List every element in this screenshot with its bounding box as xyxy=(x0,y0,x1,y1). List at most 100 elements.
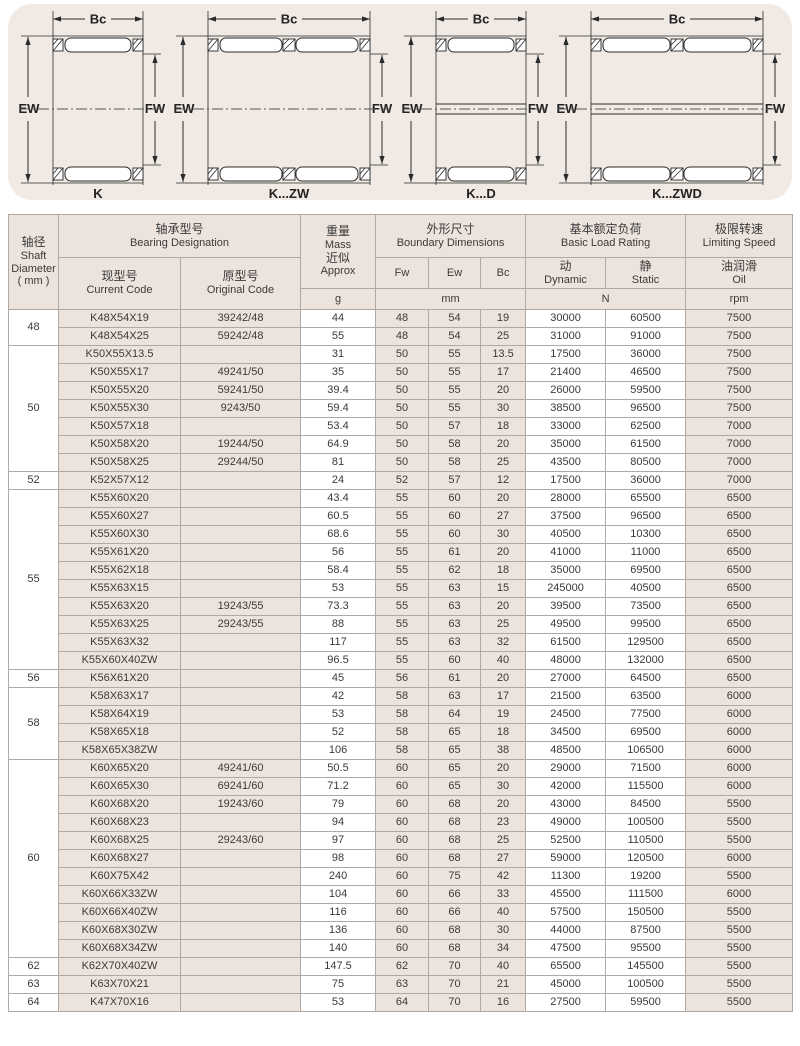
ew-cell: 54 xyxy=(428,309,482,328)
static-load-cell: 69500 xyxy=(605,723,687,742)
limiting-speed-cell: 5500 xyxy=(685,867,794,886)
bc-cell: 16 xyxy=(480,993,527,1012)
mass-cell: 97 xyxy=(300,831,377,850)
mass-cell: 58.4 xyxy=(300,561,377,580)
limiting-speed-cell: 6000 xyxy=(685,687,794,706)
static-load-cell: 91000 xyxy=(605,327,687,346)
table-row: K58X64X19 53 58 64 19 24500 77500 6000 xyxy=(9,705,794,724)
bc-cell: 20 xyxy=(480,381,527,400)
fw-cell: 60 xyxy=(375,831,430,850)
dynamic-load-cell: 57500 xyxy=(525,903,607,922)
dynamic-load-cell: 17500 xyxy=(525,345,607,364)
bc-cell: 20 xyxy=(480,543,527,562)
shaft-diameter-cell: 50 xyxy=(8,345,59,472)
header-mass: 重量 Mass 近似 Approx xyxy=(300,214,377,289)
bc-cell: 38 xyxy=(480,741,527,760)
dynamic-load-cell: 35000 xyxy=(525,561,607,580)
static-load-cell: 19200 xyxy=(605,867,687,886)
table-row: K60X75X42 240 60 75 42 11300 19200 5500 xyxy=(9,867,794,886)
dynamic-load-cell: 49000 xyxy=(525,813,607,832)
static-load-cell: 106500 xyxy=(605,741,687,760)
bc-cell: 23 xyxy=(480,813,527,832)
fw-cell: 50 xyxy=(375,435,430,454)
static-load-cell: 95500 xyxy=(605,939,687,958)
mass-cell: 59.4 xyxy=(300,399,377,418)
static-load-cell: 150500 xyxy=(605,903,687,922)
fw-cell: 50 xyxy=(375,381,430,400)
static-load-cell: 59500 xyxy=(605,993,687,1012)
table-row: K50X58X25 29244/50 81 50 58 25 43500 80500 7000 xyxy=(9,453,794,472)
mass-cell: 39.4 xyxy=(300,381,377,400)
dynamic-load-cell: 39500 xyxy=(525,597,607,616)
limiting-speed-cell: 6500 xyxy=(685,597,794,616)
dynamic-load-cell: 33000 xyxy=(525,417,607,436)
table-row: K55X63X32 117 55 63 32 61500 129500 6500 xyxy=(9,633,794,652)
static-load-cell: 61500 xyxy=(605,435,687,454)
limiting-speed-cell: 5500 xyxy=(685,939,794,958)
table-row: K55X62X18 58.4 55 62 18 35000 69500 6500 xyxy=(9,561,794,580)
original-code-cell xyxy=(179,525,302,544)
header-fw: Fw xyxy=(375,257,430,289)
bc-cell: 17 xyxy=(480,363,527,382)
fw-cell: 60 xyxy=(375,921,430,940)
shaft-diameter-cell: 62 xyxy=(8,957,59,976)
bc-cell: 30 xyxy=(480,525,527,544)
original-code-cell: 69241/60 xyxy=(179,777,302,796)
fw-cell: 64 xyxy=(375,993,430,1012)
bc-cell: 30 xyxy=(480,399,527,418)
ew-cell: 55 xyxy=(428,399,482,418)
current-code-cell: K60X66X40ZW xyxy=(58,903,181,922)
limiting-speed-cell: 6000 xyxy=(685,885,794,904)
bc-cell: 25 xyxy=(480,831,527,850)
bearing-type-label: K...ZW xyxy=(269,186,310,201)
original-code-cell xyxy=(179,561,302,580)
mass-cell: 53 xyxy=(300,993,377,1012)
ew-cell: 58 xyxy=(428,435,482,454)
table-row: K55X60X30 68.6 55 60 30 40500 10300 6500 xyxy=(9,525,794,544)
table-row: K60X66X33ZW 104 60 66 33 45500 111500 6000 xyxy=(9,885,794,904)
ew-cell: 61 xyxy=(428,543,482,562)
table-row: K50X55X20 59241/50 39.4 50 55 20 26000 59500 750… xyxy=(9,381,794,400)
current-code-cell: K60X68X34ZW xyxy=(58,939,181,958)
ew-cell: 68 xyxy=(428,939,482,958)
dynamic-load-cell: 49500 xyxy=(525,615,607,634)
dynamic-load-cell: 29000 xyxy=(525,759,607,778)
limiting-speed-cell: 5500 xyxy=(685,921,794,940)
limiting-speed-cell: 7500 xyxy=(685,381,794,400)
table-row: 56 K56X61X20 45 56 61 20 27000 64500 6500 xyxy=(8,669,794,688)
original-code-cell: 29243/55 xyxy=(179,615,302,634)
original-code-cell xyxy=(179,849,302,868)
ew-cell: 65 xyxy=(428,777,482,796)
header-static: 静 Static xyxy=(605,257,687,289)
current-code-cell: K60X66X33ZW xyxy=(58,885,181,904)
original-code-cell xyxy=(179,993,302,1012)
ew-cell: 57 xyxy=(428,471,482,490)
dynamic-load-cell: 35000 xyxy=(525,435,607,454)
ew-cell: 63 xyxy=(428,579,482,598)
static-load-cell: 100500 xyxy=(605,975,687,994)
bc-cell: 25 xyxy=(480,615,527,634)
current-code-cell: K50X58X25 xyxy=(58,453,181,472)
header-shaft-diameter: 轴径 Shaft Diameter ( mm ) xyxy=(8,214,59,310)
limiting-speed-cell: 6500 xyxy=(685,669,794,688)
static-load-cell: 99500 xyxy=(605,615,687,634)
current-code-cell: K55X60X20 xyxy=(58,489,181,508)
ew-cell: 55 xyxy=(428,345,482,364)
bc-cell: 18 xyxy=(480,561,527,580)
bc-label: Bc xyxy=(89,12,106,27)
current-code-cell: K55X60X30 xyxy=(58,525,181,544)
ew-cell: 57 xyxy=(428,417,482,436)
limiting-speed-cell: 6000 xyxy=(685,759,794,778)
ew-cell: 54 xyxy=(428,327,482,346)
current-code-cell: K60X68X30ZW xyxy=(58,921,181,940)
ew-cell: 60 xyxy=(428,489,482,508)
limiting-speed-cell: 6000 xyxy=(685,741,794,760)
dynamic-load-cell: 59000 xyxy=(525,849,607,868)
ew-cell: 65 xyxy=(428,723,482,742)
fw-cell: 60 xyxy=(375,885,430,904)
fw-cell: 48 xyxy=(375,327,430,346)
table-row: K58X65X38ZW 106 58 65 38 48500 106500 6000 xyxy=(9,741,794,760)
dynamic-load-cell: 40500 xyxy=(525,525,607,544)
table-row: 58 K58X63X17 42 58 63 17 21500 63500 6000 xyxy=(8,687,794,760)
mass-cell: 60.5 xyxy=(300,507,377,526)
